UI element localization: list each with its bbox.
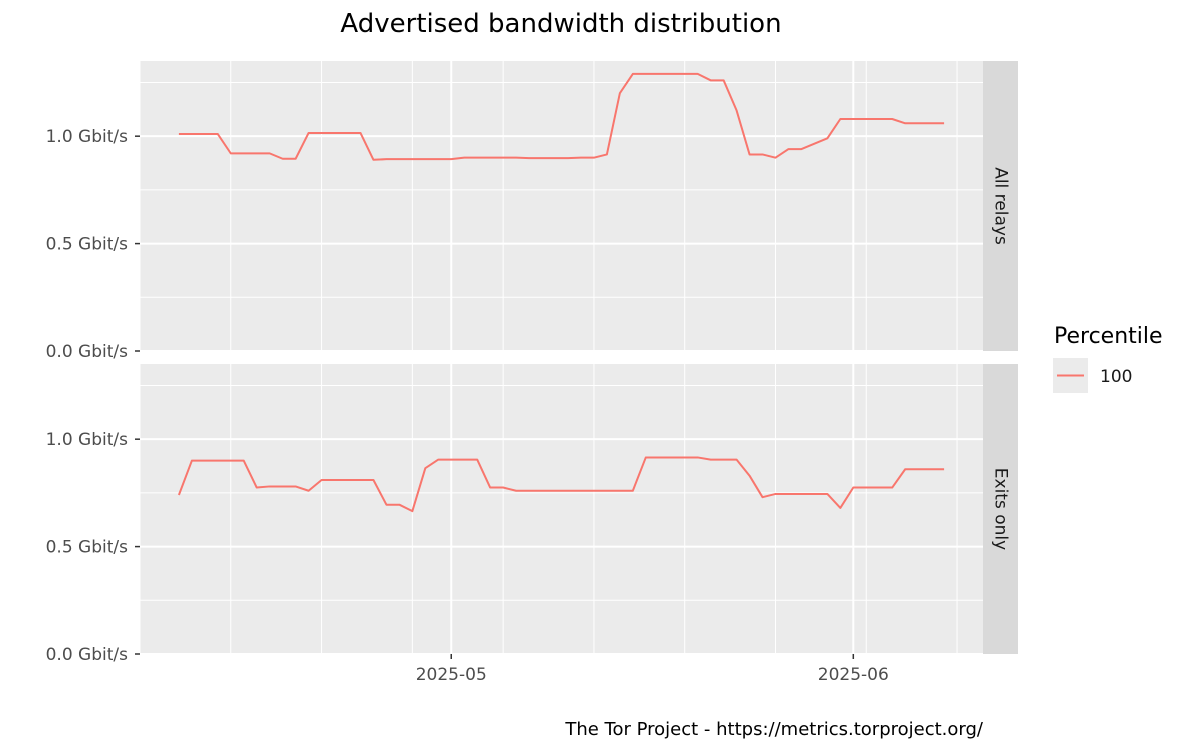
panel-all-relays: 0.0 Gbit/s 0.5 Gbit/s 1.0 Gbit/s All relay… (46, 61, 1018, 362)
legend-title: Percentile (1054, 324, 1163, 349)
series-line-100 (178, 72, 945, 161)
x-axis: 2025-05 2025-06 (416, 654, 889, 685)
y-tick-label: 1.0 Gbit/s (46, 127, 129, 147)
panel-background (140, 61, 983, 351)
gridlines (139, 364, 983, 655)
y-tick-label: 0.5 Gbit/s (46, 538, 129, 558)
gridlines (139, 61, 983, 352)
strip-background (983, 364, 1018, 654)
y-axis: 0.0 Gbit/s 0.5 Gbit/s 1.0 Gbit/s (46, 430, 140, 665)
series-line-100 (177, 456, 945, 513)
series-lines (178, 72, 945, 161)
strip-label-exits-only: Exits only (991, 468, 1011, 550)
chart-title: Advertised bandwidth distribution (340, 9, 781, 39)
series-lines (177, 456, 945, 513)
strip-label-all-relays: All relays (991, 167, 1011, 245)
panel-background (140, 364, 983, 654)
y-tick-label: 0.5 Gbit/s (46, 235, 129, 255)
panel-exits-only: 0.0 Gbit/s 0.5 Gbit/s 1.0 Gbit/s Exits onl… (46, 364, 1018, 665)
y-tick-label: 0.0 Gbit/s (46, 645, 129, 665)
y-tick-label: 1.0 Gbit/s (46, 430, 129, 450)
x-tick-label: 2025-05 (416, 665, 487, 685)
y-axis: 0.0 Gbit/s 0.5 Gbit/s 1.0 Gbit/s (46, 127, 140, 362)
strip-background (983, 61, 1018, 351)
chart-caption: The Tor Project - https://metrics.torpro… (564, 719, 984, 740)
legend: Percentile 100 (1053, 324, 1163, 393)
legend-label: 100 (1100, 367, 1132, 387)
y-tick-label: 0.0 Gbit/s (46, 342, 129, 362)
x-tick-label: 2025-06 (818, 665, 889, 685)
